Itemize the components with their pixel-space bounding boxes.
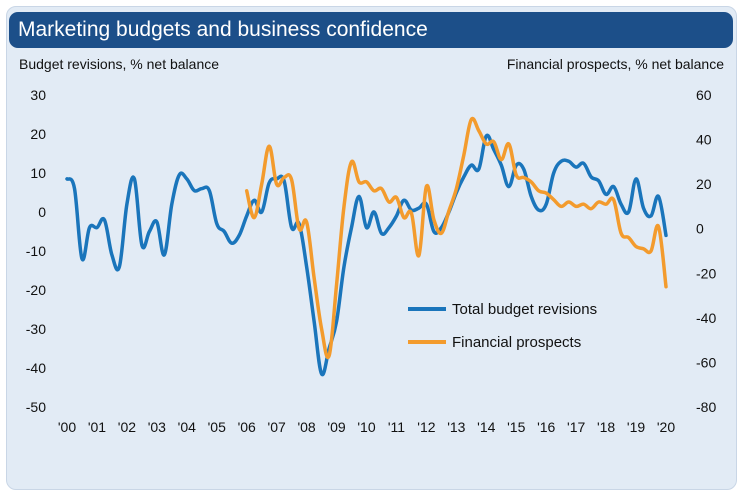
- y-right-tick-label: -20: [696, 265, 716, 281]
- x-tick-label: '06: [238, 419, 256, 435]
- left-axis-title: Budget revisions, % net balance: [19, 56, 220, 72]
- x-tick-label: '07: [268, 419, 286, 435]
- y-left-tick-label: -50: [26, 399, 46, 415]
- x-tick-label: '11: [388, 419, 405, 435]
- x-tick-label: '16: [537, 419, 555, 435]
- x-tick-label: '12: [417, 419, 435, 435]
- y-right-tick-label: -40: [696, 310, 716, 326]
- x-tick-label: '04: [178, 419, 196, 435]
- x-tick-label: '09: [327, 419, 345, 435]
- x-tick-label: '15: [507, 419, 525, 435]
- x-tick-label: '00: [58, 419, 76, 435]
- x-tick-label: '03: [148, 419, 166, 435]
- y-left-tick-label: -10: [26, 243, 46, 259]
- x-tick-label: '02: [118, 419, 136, 435]
- series-line-total-budget-revisions: [65, 133, 668, 377]
- x-tick-label: '13: [447, 419, 465, 435]
- y-right-tick-label: -80: [696, 399, 716, 415]
- series-line-financial-prospects: [244, 116, 668, 360]
- y-left-tick-label: -30: [26, 321, 46, 337]
- legend-label: Financial prospects: [452, 334, 581, 351]
- x-tick-label: '14: [477, 419, 495, 435]
- y-right-tick-label: 0: [696, 221, 704, 237]
- x-tick-label: '20: [657, 419, 675, 435]
- y-left-tick-label: 10: [30, 165, 46, 181]
- chart-panel: [6, 6, 737, 490]
- y-left-tick-label: -20: [26, 282, 46, 298]
- y-left-tick-label: -40: [26, 360, 46, 376]
- legend-label: Total budget revisions: [452, 301, 597, 318]
- x-tick-label: '05: [208, 419, 226, 435]
- chart-title: Marketing budgets and business confidenc…: [9, 12, 733, 48]
- x-tick-label: '10: [357, 419, 375, 435]
- y-left-tick-label: 0: [38, 204, 46, 220]
- y-left-tick-label: 30: [30, 87, 46, 103]
- right-axis-title: Financial prospects, % net balance: [506, 56, 724, 72]
- y-right-tick-label: 20: [696, 176, 712, 192]
- y-right-tick-label: 40: [696, 132, 712, 148]
- x-tick-label: '01: [88, 419, 106, 435]
- x-tick-label: '18: [597, 419, 615, 435]
- x-tick-label: '19: [627, 419, 645, 435]
- y-left-tick-label: 20: [30, 126, 46, 142]
- x-tick-label: '17: [567, 419, 585, 435]
- y-right-tick-label: 60: [696, 87, 712, 103]
- y-right-tick-label: -60: [696, 354, 716, 370]
- x-tick-label: '08: [297, 419, 315, 435]
